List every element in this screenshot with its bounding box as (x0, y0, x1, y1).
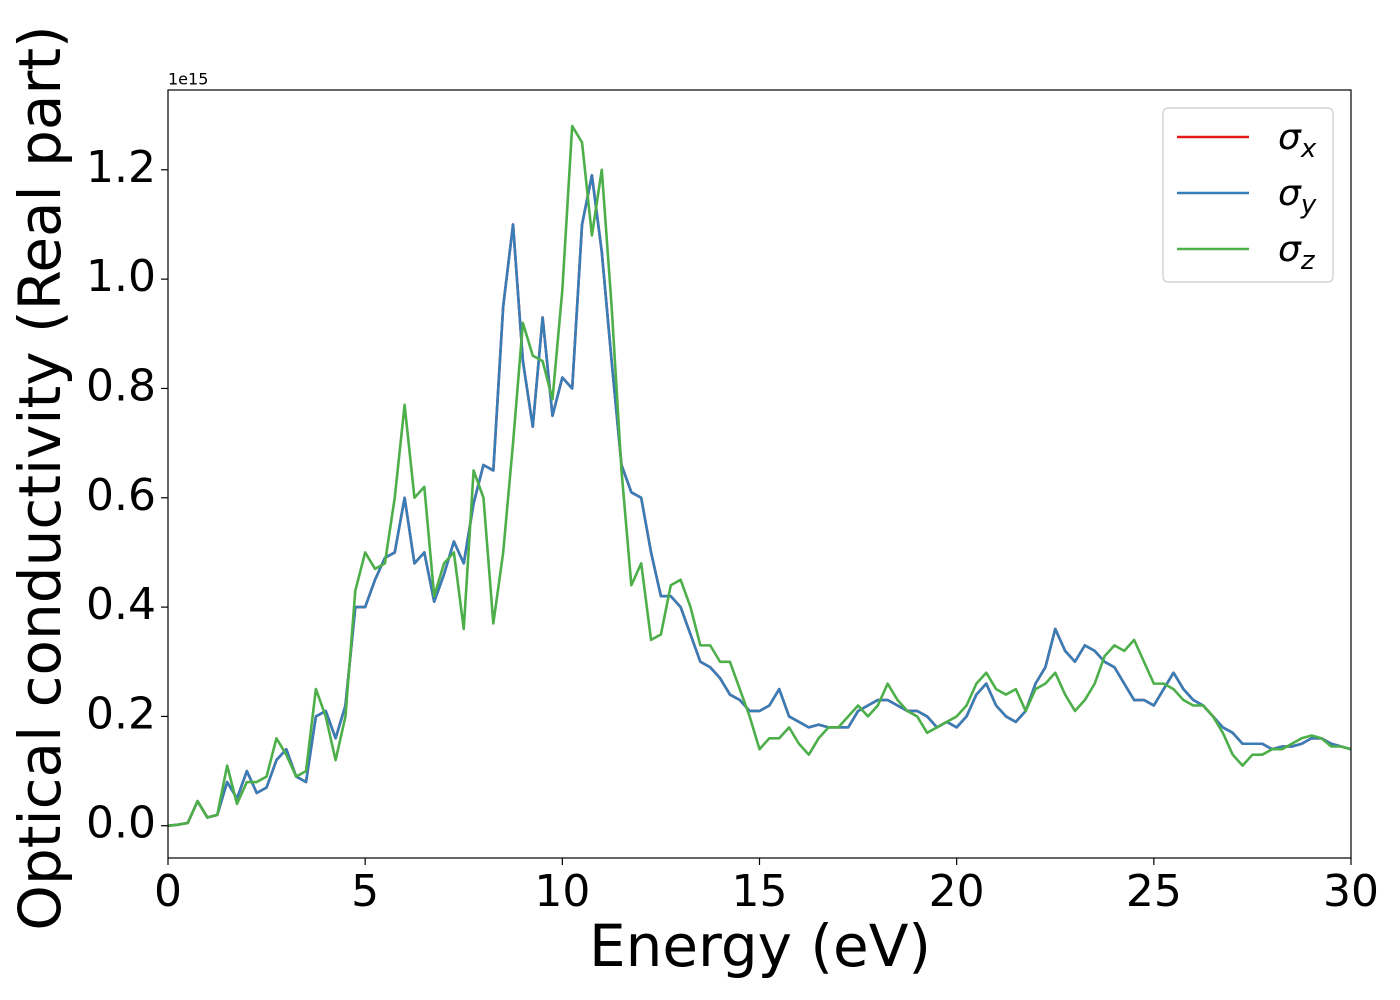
x-tick-label: 20 (929, 866, 985, 917)
x-tick-label: 10 (534, 866, 590, 917)
y-tick-label: 0.0 (86, 798, 156, 849)
x-tick-label: 30 (1323, 866, 1379, 917)
legend-label: σy (1278, 173, 1317, 220)
y-tick-label: 1.0 (86, 251, 156, 302)
x-tick-label: 0 (154, 866, 182, 917)
y-tick-label: 0.6 (86, 470, 156, 521)
x-axis-label: Energy (eV) (589, 912, 931, 980)
series-line (168, 124, 1351, 828)
x-tick-label: 15 (732, 866, 788, 917)
y-tick-label: 0.4 (86, 579, 156, 630)
series-line (168, 173, 1351, 828)
y-axis-label: Optical conductivity (Real part) (6, 25, 74, 930)
plot-frame (167, 89, 1352, 859)
legend-label: σz (1278, 229, 1316, 276)
y-tick-label: 0.2 (86, 688, 156, 739)
legend-label: σx (1278, 117, 1317, 164)
y-offset-label: 1e15 (168, 70, 208, 89)
x-tick-label: 5 (351, 866, 379, 917)
x-tick-label: 25 (1126, 866, 1182, 917)
y-tick-label: 1.2 (86, 142, 156, 193)
legend-box (1162, 107, 1334, 283)
y-tick-label: 0.8 (86, 360, 156, 411)
